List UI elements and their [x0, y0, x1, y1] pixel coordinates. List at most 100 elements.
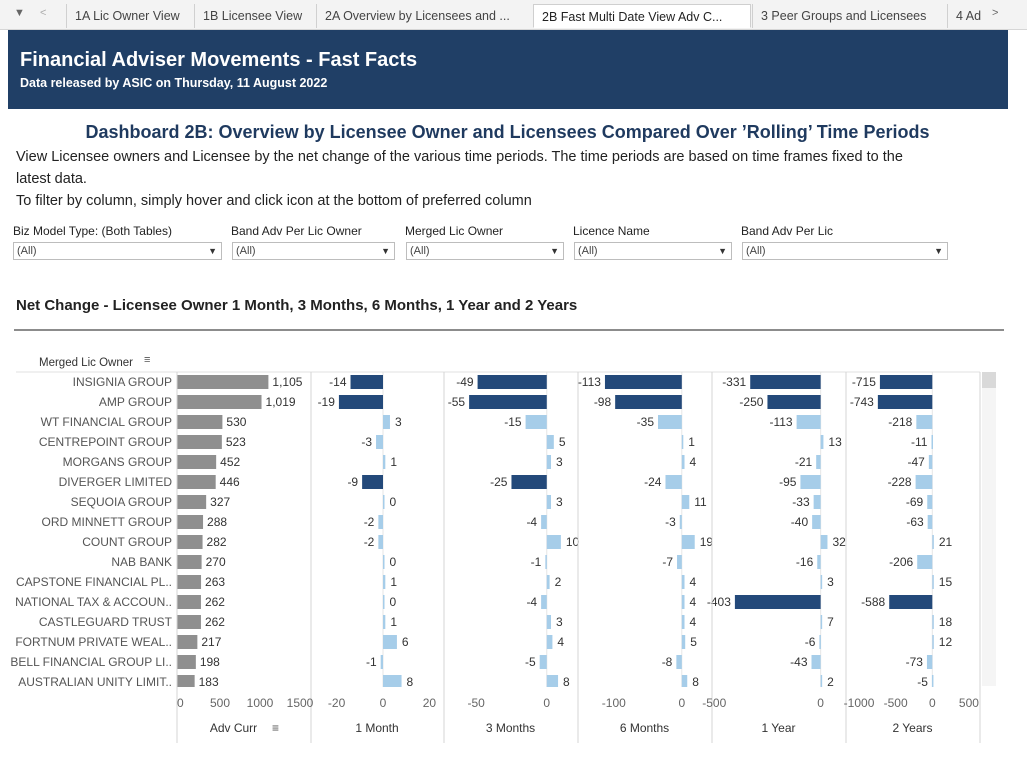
filter-value: (All)	[746, 245, 766, 257]
bar	[734, 595, 821, 609]
bar	[800, 475, 821, 489]
scrollbar-track[interactable]	[982, 372, 996, 686]
axis-tick-label: -500	[702, 696, 726, 710]
filter-select-licence-name[interactable]: (All) ▼	[574, 242, 732, 260]
bar	[469, 395, 547, 409]
bar	[511, 475, 547, 489]
bar	[676, 655, 682, 669]
row-label: CASTLEGUARD TRUST	[39, 615, 173, 629]
filter-value: (All)	[578, 245, 598, 257]
bar	[383, 675, 402, 687]
data-label: -25	[490, 475, 508, 489]
data-label: 263	[205, 575, 225, 589]
tab-1b[interactable]: 1B Licensee View	[194, 4, 316, 28]
row-label: NAB BANK	[111, 555, 172, 569]
data-label: -4	[526, 515, 537, 529]
data-label: -40	[791, 515, 809, 529]
data-label: 3	[395, 415, 402, 429]
data-label: 327	[210, 495, 230, 509]
filter-select-band-adv-lic[interactable]: (All) ▼	[742, 242, 948, 260]
bar	[681, 495, 690, 509]
filter-select-merged-lic-owner[interactable]: (All) ▼	[406, 242, 564, 260]
data-label: -8	[662, 655, 673, 669]
row-header-label: Merged Lic Owner	[39, 357, 133, 369]
bar	[177, 635, 198, 649]
filter-label-band-adv-owner: Band Adv Per Lic Owner	[231, 224, 362, 238]
data-label: -16	[796, 555, 814, 569]
data-label: 530	[226, 415, 246, 429]
data-label: -73	[906, 655, 924, 669]
bar	[177, 455, 217, 469]
bar	[383, 555, 385, 569]
filter-label-biz-model: Biz Model Type: (Both Tables)	[13, 224, 172, 238]
data-label: 4	[690, 575, 697, 589]
bar	[767, 395, 821, 409]
bar	[177, 615, 201, 629]
sort-icon[interactable]: ≡	[144, 354, 151, 366]
data-label: -95	[779, 475, 797, 489]
row-label: WT FINANCIAL GROUP	[41, 415, 172, 429]
data-label: 3	[556, 495, 563, 509]
data-label: 1	[390, 575, 397, 589]
filter-value: (All)	[236, 245, 256, 257]
axis-tick-label: -500	[884, 696, 908, 710]
data-label: 11	[694, 495, 707, 509]
bar	[177, 395, 262, 409]
tab-prev-icon[interactable]: <	[40, 7, 47, 19]
data-label: 4	[690, 595, 697, 609]
tab-3[interactable]: 3 Peer Groups and Licensees	[752, 4, 947, 28]
bar	[658, 415, 682, 429]
data-label: -4	[526, 595, 537, 609]
data-label: 2	[827, 675, 834, 689]
axis-tick-label: 500	[210, 696, 230, 710]
data-label: 282	[207, 535, 227, 549]
data-label: 262	[205, 615, 225, 629]
axis-title: 2 Years	[892, 721, 932, 735]
data-label: -2	[364, 535, 375, 549]
data-label: 217	[201, 635, 221, 649]
data-label: 3	[556, 455, 563, 469]
data-label: -43	[790, 655, 808, 669]
header-subtitle: Data released by ASIC on Thursday, 11 Au…	[20, 76, 328, 90]
data-label: -69	[906, 495, 924, 509]
row-label: COUNT GROUP	[82, 535, 172, 549]
tab-4[interactable]: 4 Ad	[947, 4, 987, 28]
row-label: CAPSTONE FINANCIAL PL..	[16, 575, 172, 589]
data-label: 3	[827, 575, 834, 589]
bar	[811, 655, 821, 669]
filter-select-band-adv-owner[interactable]: (All) ▼	[232, 242, 395, 260]
bar	[177, 515, 204, 529]
bar	[541, 595, 547, 609]
data-label: 6	[402, 635, 409, 649]
tab-1a[interactable]: 1A Lic Owner View	[66, 4, 194, 28]
bar	[177, 475, 216, 489]
bar	[917, 555, 933, 569]
bar	[820, 435, 824, 449]
dropdown-arrow-icon: ▼	[718, 246, 727, 256]
data-label: 270	[206, 555, 226, 569]
row-label: MORGANS GROUP	[63, 455, 172, 469]
data-label: 446	[220, 475, 240, 489]
bar	[820, 615, 823, 629]
tab-menu-icon[interactable]: ▼	[14, 7, 25, 19]
tab-2a[interactable]: 2A Overview by Licensees and ...	[316, 4, 532, 28]
header-banner: Financial Adviser Movements - Fast Facts…	[8, 30, 1008, 109]
data-label: -331	[722, 375, 746, 389]
row-label: ORD MINNETT GROUP	[42, 515, 172, 529]
bar	[350, 375, 383, 389]
axis-tick-label: 1000	[247, 696, 274, 710]
axis-tick-label: -20	[328, 696, 346, 710]
data-label: -715	[852, 375, 876, 389]
tab-bar: ▼ < 1A Lic Owner View 1B Licensee View 2…	[0, 0, 1027, 30]
bar	[932, 615, 934, 629]
scrollbar-thumb[interactable]	[982, 372, 996, 388]
tab-2b[interactable]: 2B Fast Multi Date View Adv C...	[533, 4, 751, 28]
bar	[681, 615, 685, 629]
data-label: 13	[828, 435, 842, 449]
bar	[177, 535, 203, 549]
filter-select-biz-model[interactable]: (All) ▼	[13, 242, 222, 260]
data-label: -98	[594, 395, 612, 409]
data-label: -1	[531, 555, 542, 569]
bar	[525, 415, 547, 429]
tab-next-icon[interactable]: >	[992, 7, 999, 19]
